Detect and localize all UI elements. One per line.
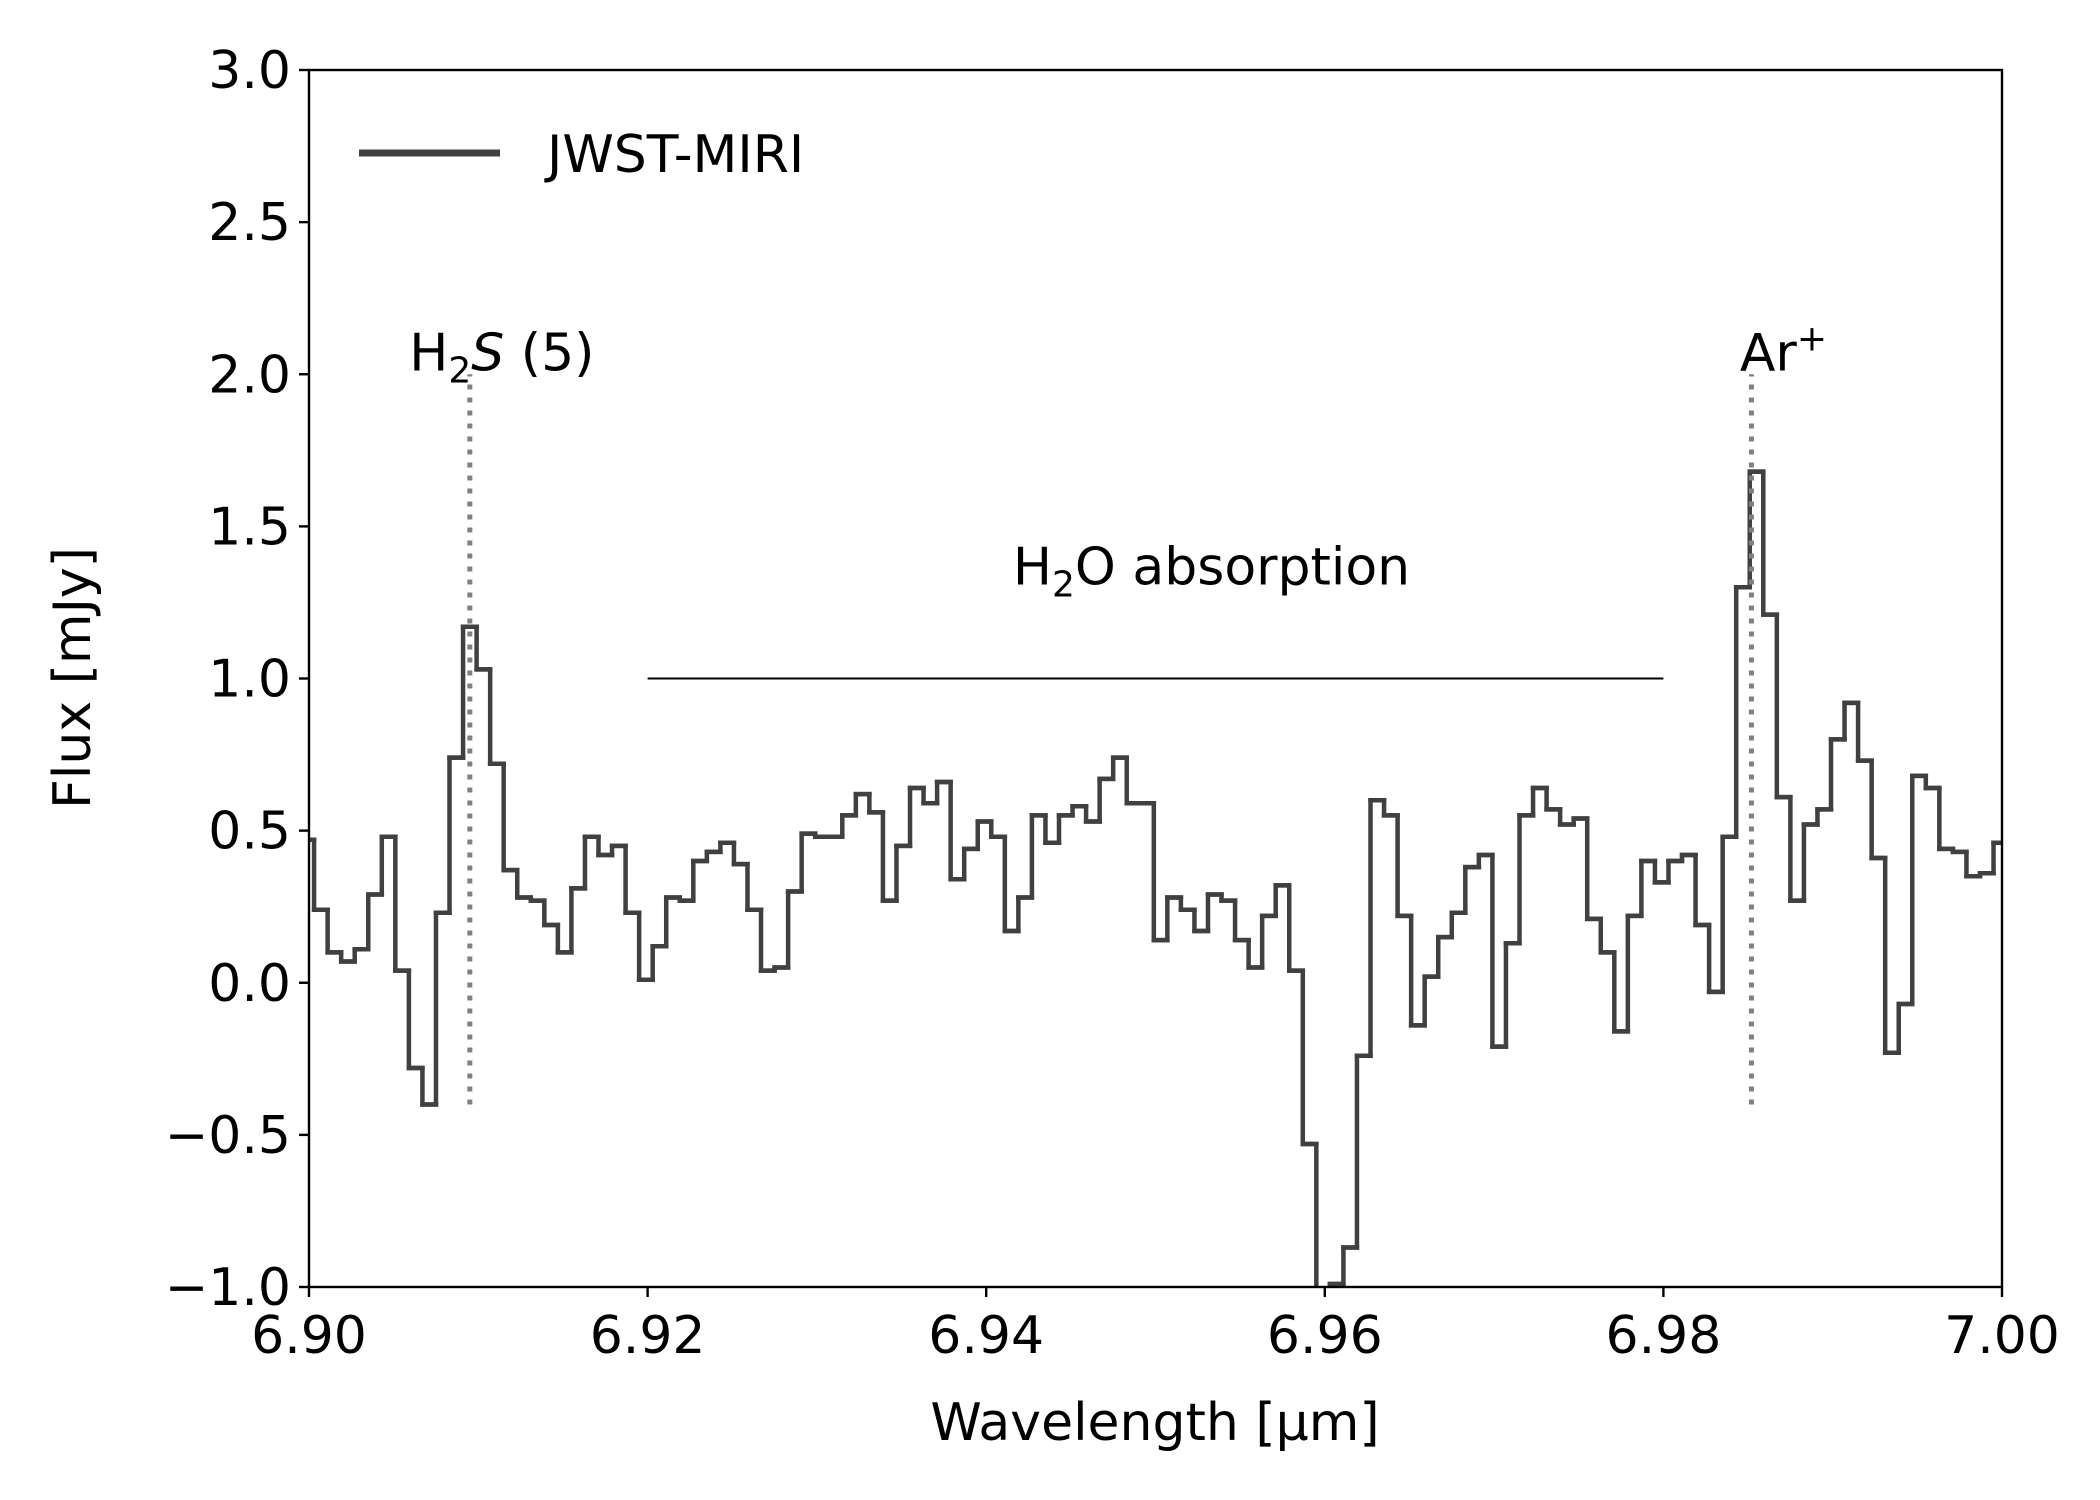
annotation-text-part: H	[1013, 538, 1052, 598]
y-tick-label: 0.5	[208, 802, 291, 862]
plot-frame	[307, 68, 2004, 1289]
x-tick-label: 6.98	[1606, 1306, 1722, 1366]
annotation-label: Ar+	[1740, 318, 1827, 383]
y-tick-label: 0.0	[208, 954, 291, 1014]
annotation-text-part: Ar	[1740, 323, 1798, 383]
y-axis-label: Flux [mJy]	[43, 547, 103, 809]
x-tick-label: 6.92	[590, 1306, 706, 1366]
y-tick-label: 2.0	[208, 345, 291, 405]
x-tick-label: 6.94	[928, 1306, 1044, 1366]
x-tick-label: 6.90	[251, 1306, 367, 1366]
x-axis-label: Wavelength [μm]	[930, 1393, 1379, 1453]
step-connector	[309, 469, 2002, 1287]
y-tick-label: 1.5	[208, 497, 291, 557]
annotation-text-part: +	[1797, 318, 1827, 359]
y-tick-label: 3.0	[208, 41, 291, 101]
y-tick-label: 2.5	[208, 193, 291, 253]
y-tick-label: −0.5	[165, 1106, 291, 1166]
x-tick-label: 7.00	[1944, 1306, 2060, 1366]
annotation-text-part: O absorption	[1075, 538, 1410, 598]
annotation-label: H2O absorption	[1013, 538, 1410, 606]
annotation-text-part: 2	[448, 350, 471, 391]
y-tick-label: −1.0	[165, 1258, 291, 1318]
y-tick-label: 1.0	[208, 650, 291, 710]
annotation-text-part: H	[409, 323, 448, 383]
annotation-label: H2S (5)	[409, 323, 594, 391]
x-tick-label: 6.96	[1267, 1306, 1383, 1366]
series-group	[309, 469, 2002, 1287]
annotation-text-part: 2	[1052, 565, 1075, 606]
annotation-text-part: S	[471, 323, 504, 383]
annotation-text-part: (5)	[504, 323, 594, 383]
legend-label: JWST-MIRI	[544, 125, 804, 185]
